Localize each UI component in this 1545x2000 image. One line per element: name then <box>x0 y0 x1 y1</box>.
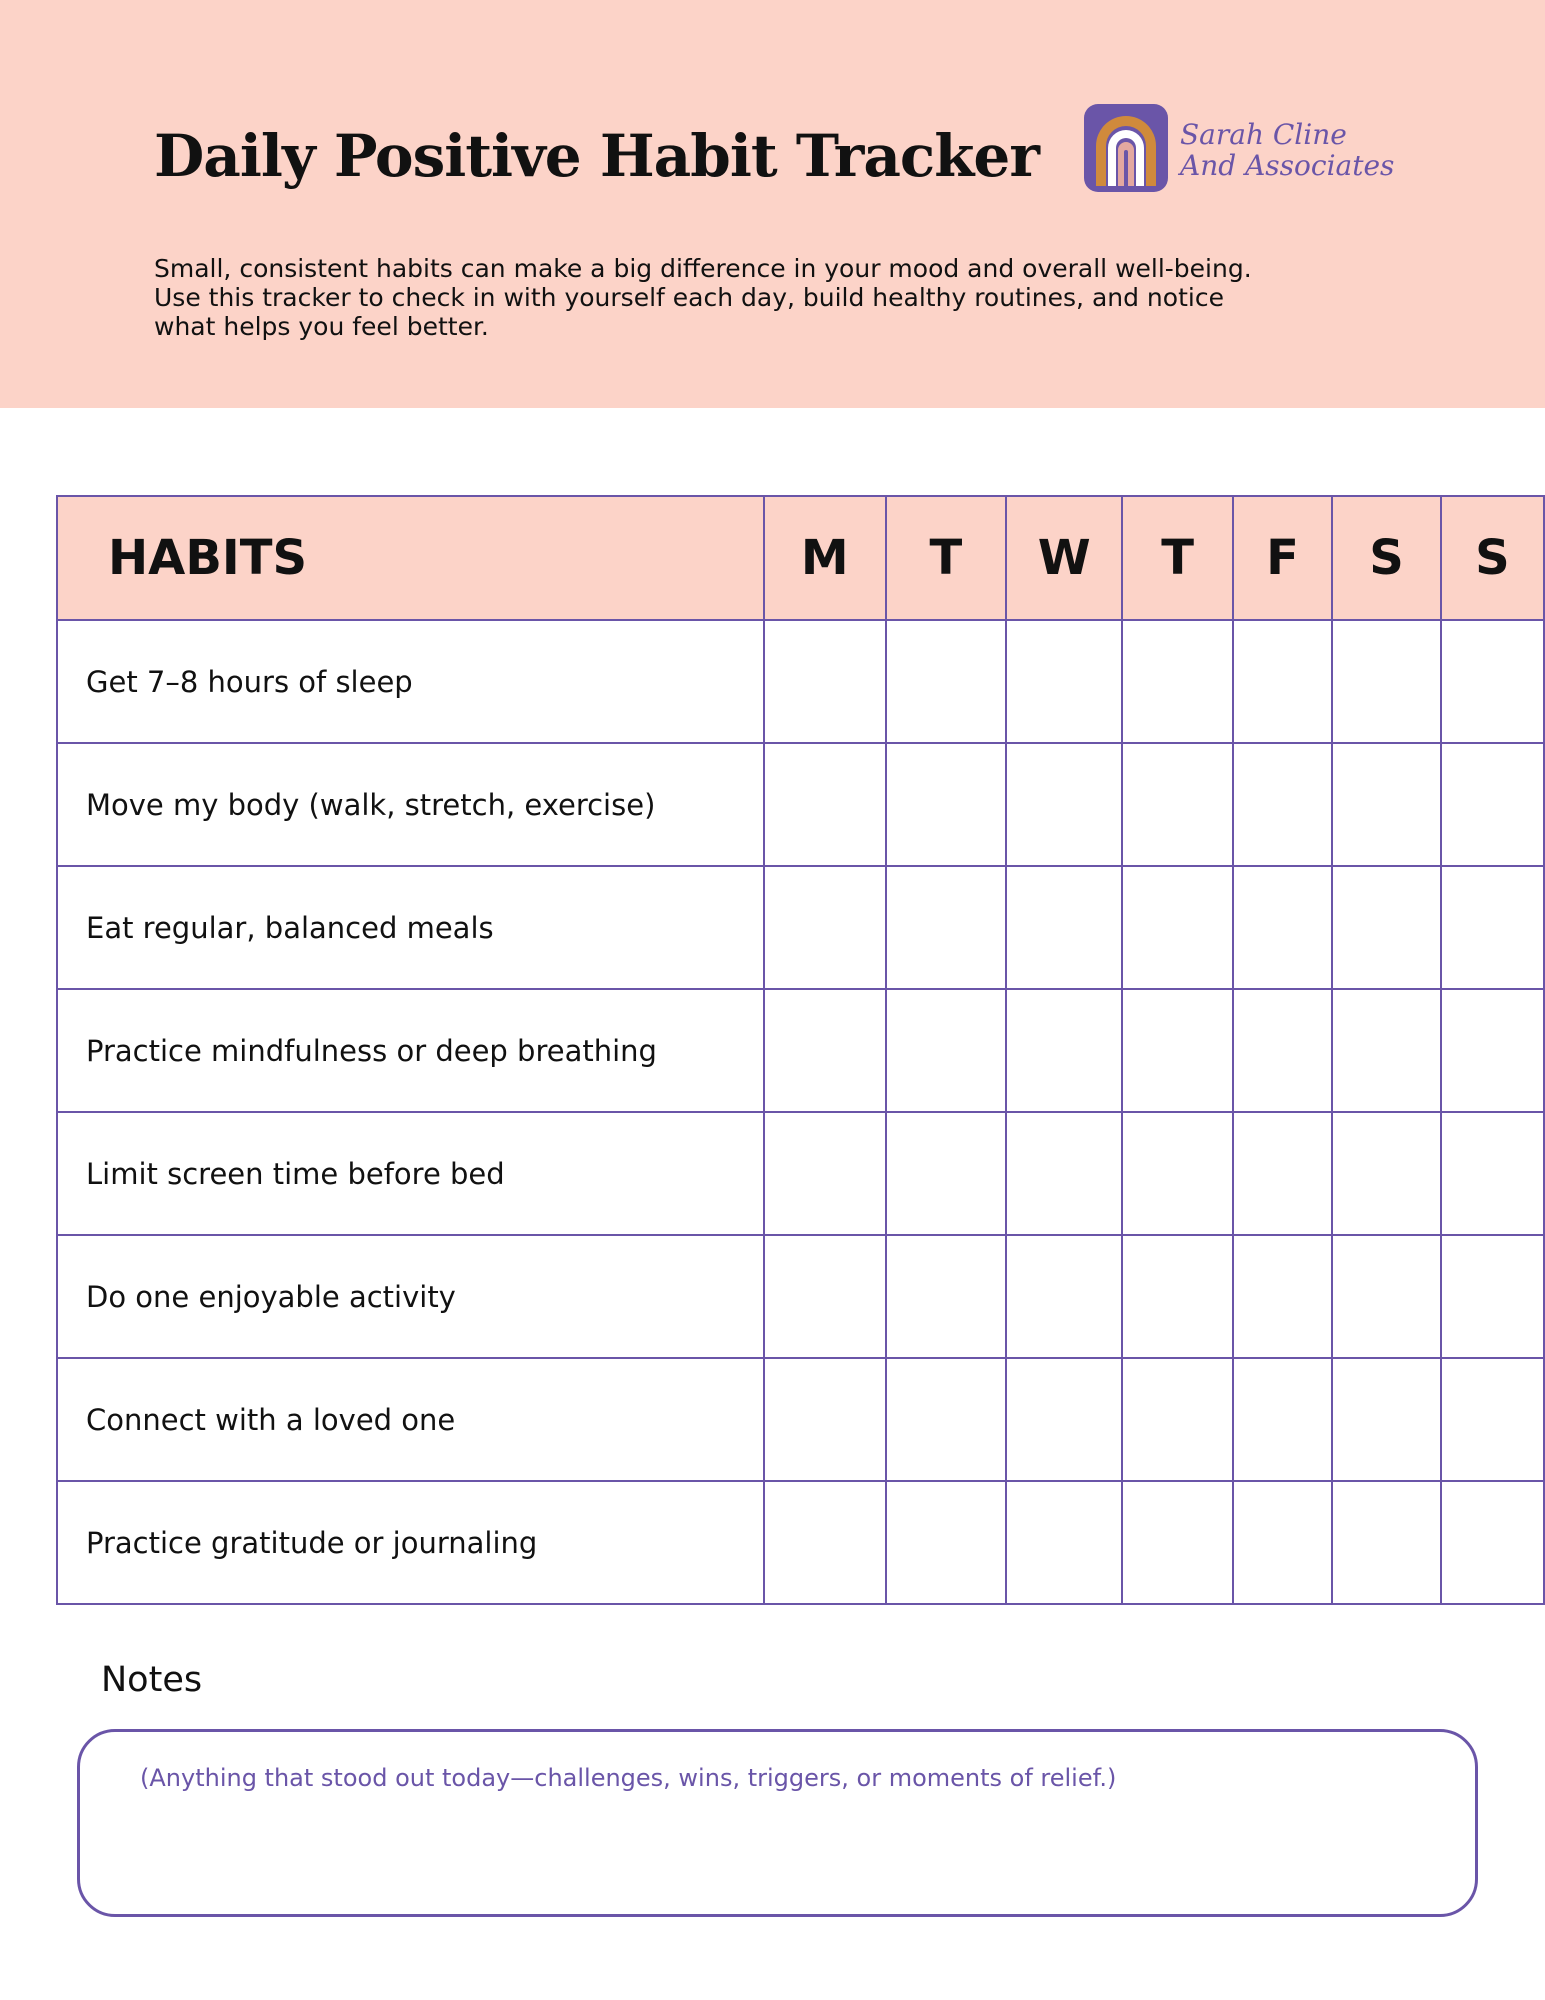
check-cell <box>1005 865 1124 990</box>
check-cell <box>884 619 1008 744</box>
check-cell <box>1331 1234 1442 1359</box>
check-cell <box>762 1357 887 1482</box>
check-cell <box>1005 1357 1124 1482</box>
column-header: W <box>1005 495 1124 621</box>
habit-label: Practice gratitude or journaling <box>56 1480 765 1605</box>
column-header: F <box>1232 495 1334 621</box>
title: Daily Positive Habit Tracker <box>154 122 1040 190</box>
habit-table: HABITS M T W T F S S Get 7–8 hours of sleep Move … <box>56 495 1545 1605</box>
check-cell <box>1121 988 1235 1113</box>
check-cell <box>1439 1234 1545 1359</box>
check-cell <box>1232 988 1334 1113</box>
check-cell <box>1232 619 1334 744</box>
description-line: Small, consistent habits can make a big … <box>154 254 1252 283</box>
habit-label: Do one enjoyable activity <box>56 1234 765 1359</box>
check-cell <box>1232 1111 1334 1236</box>
check-cell <box>1331 865 1442 990</box>
notes-label: Notes <box>101 1660 203 1700</box>
check-cell <box>1439 619 1545 744</box>
logo-text: And Associates <box>1180 149 1395 182</box>
check-cell <box>762 988 887 1113</box>
check-cell <box>762 1480 887 1605</box>
check-cell <box>884 865 1008 990</box>
check-cell <box>762 865 887 990</box>
column-header: M <box>762 495 887 621</box>
habit-row: Eat regular, balanced meals <box>56 865 1545 990</box>
check-cell <box>1439 1480 1545 1605</box>
check-cell <box>1005 988 1124 1113</box>
habit-label: Move my body (walk, stretch, exercise) <box>56 742 765 867</box>
check-cell <box>1121 1480 1235 1605</box>
habit-row: Connect with a loved one <box>56 1357 1545 1482</box>
habit-row: Limit screen time before bed <box>56 1111 1545 1236</box>
check-cell <box>1439 988 1545 1113</box>
check-cell <box>1331 988 1442 1113</box>
check-cell <box>884 1357 1008 1482</box>
check-cell <box>1439 742 1545 867</box>
description-line: what helps you feel better. <box>154 312 489 341</box>
check-cell <box>1121 619 1235 744</box>
check-cell <box>762 1234 887 1359</box>
check-cell <box>762 742 887 867</box>
check-cell <box>1232 865 1334 990</box>
check-cell <box>1121 865 1235 990</box>
check-cell <box>1005 1480 1124 1605</box>
check-cell <box>884 742 1008 867</box>
check-cell <box>1005 1111 1124 1236</box>
check-cell <box>1439 1357 1545 1482</box>
habit-row: Move my body (walk, stretch, exercise) <box>56 742 1545 867</box>
habit-label: Connect with a loved one <box>56 1357 765 1482</box>
habit-label: Practice mindfulness or deep breathing <box>56 988 765 1113</box>
habit-row: Practice gratitude or journaling <box>56 1480 1545 1605</box>
check-cell <box>884 1111 1008 1236</box>
check-cell <box>1121 742 1235 867</box>
column-header: HABITS <box>56 495 765 621</box>
check-cell <box>1439 865 1545 990</box>
check-cell <box>884 988 1008 1113</box>
habit-label: Limit screen time before bed <box>56 1111 765 1236</box>
check-cell <box>1331 1480 1442 1605</box>
logo-icon <box>1084 104 1168 192</box>
check-cell <box>1121 1234 1235 1359</box>
check-cell <box>1331 1357 1442 1482</box>
habit-row: Do one enjoyable activity <box>56 1234 1545 1359</box>
description: Small, consistent habits can make a big … <box>154 254 1252 341</box>
check-cell <box>1005 619 1124 744</box>
column-header: S <box>1331 495 1442 621</box>
check-cell <box>1121 1111 1235 1236</box>
check-cell <box>884 1480 1008 1605</box>
check-cell <box>1331 742 1442 867</box>
column-header: S <box>1439 495 1545 621</box>
notes-box: (Anything that stood out today—challenge… <box>77 1729 1478 1917</box>
logo-text: Sarah Cline <box>1180 118 1347 151</box>
check-cell <box>1331 1111 1442 1236</box>
check-cell <box>884 1234 1008 1359</box>
check-cell <box>1232 1234 1334 1359</box>
description-line: Use this tracker to check in with yourse… <box>154 283 1224 312</box>
check-cell <box>1121 1357 1235 1482</box>
check-cell <box>1232 1480 1334 1605</box>
check-cell <box>1331 619 1442 744</box>
habit-row: Practice mindfulness or deep breathing <box>56 988 1545 1113</box>
check-cell <box>762 619 887 744</box>
notes-placeholder: (Anything that stood out today—challenge… <box>140 1764 1117 1792</box>
check-cell <box>1232 1357 1334 1482</box>
habit-row: Get 7–8 hours of sleep <box>56 619 1545 744</box>
column-header: T <box>1121 495 1235 621</box>
check-cell <box>1439 1111 1545 1236</box>
header-band <box>0 0 1545 408</box>
column-header: T <box>884 495 1008 621</box>
check-cell <box>1005 1234 1124 1359</box>
check-cell <box>1005 742 1124 867</box>
habit-label: Eat regular, balanced meals <box>56 865 765 990</box>
check-cell <box>762 1111 887 1236</box>
check-cell <box>1232 742 1334 867</box>
habit-label: Get 7–8 hours of sleep <box>56 619 765 744</box>
